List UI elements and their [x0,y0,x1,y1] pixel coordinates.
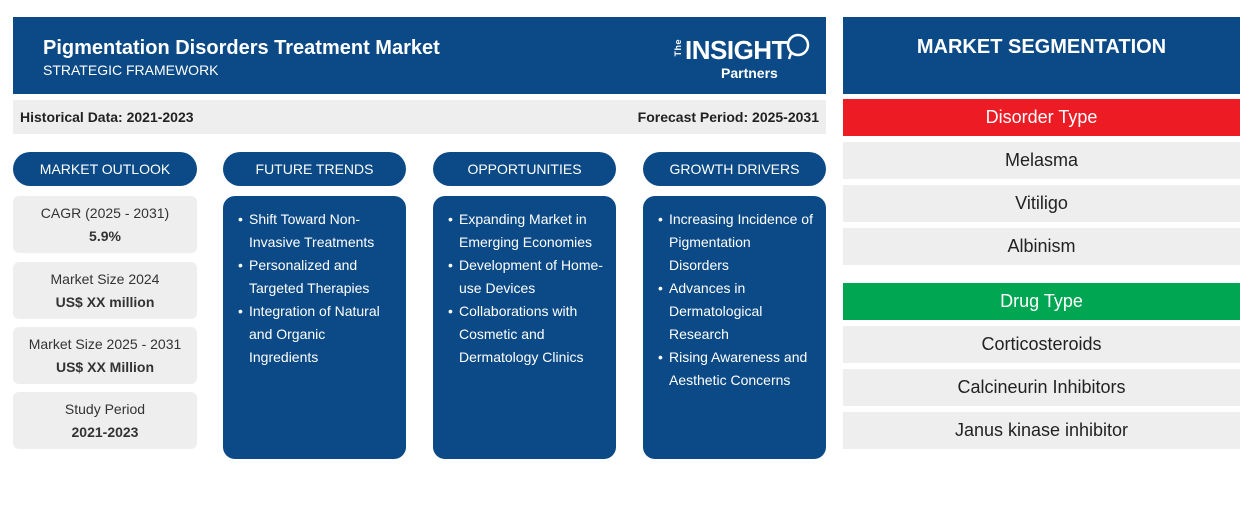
segment-item: Melasma [843,142,1240,179]
insight-partners-logo: The INSIGHT Partners [673,33,813,83]
stat-label: Market Size 2025 - 2031 [28,336,182,352]
stat-value: 5.9% [89,228,121,244]
stat-value: 2021-2023 [71,424,139,440]
future-trends-heading: FUTURE TRENDS [223,152,406,186]
segment-item: Albinism [843,228,1240,265]
market-size-forecast-box: Market Size 2025 - 2031 US$ XX Million [13,327,197,384]
stat-label: CAGR (2025 - 2031) [40,205,170,221]
list-item: Advances in Dermatological Research [658,277,814,346]
list-item: Development of Home-use Devices [448,254,604,300]
page-subtitle: STRATEGIC FRAMEWORK [43,62,219,78]
list-item: Rising Awareness and Aesthetic Concerns [658,346,814,392]
segment-item: Janus kinase inhibitor [843,412,1240,449]
list-item: Integration of Natural and Organic Ingre… [238,300,394,369]
segment-category-drug-type: Drug Type [843,283,1240,320]
stat-label: Market Size 2024 [50,271,160,287]
segment-item: Corticosteroids [843,326,1240,363]
cagr-box: CAGR (2025 - 2031) 5.9% [13,196,197,253]
study-period-box: Study Period 2021-2023 [13,392,197,449]
segment-category-disorder-type: Disorder Type [843,99,1240,136]
forecast-period: Forecast Period: 2025-2031 [637,109,819,125]
segmentation-title: MARKET SEGMENTATION [843,17,1240,94]
list-item: Shift Toward Non-Invasive Treatments [238,208,394,254]
list-item: Increasing Incidence of Pigmentation Dis… [658,208,814,277]
future-trends-card: Shift Toward Non-Invasive Treatments Per… [223,196,406,459]
page-title: Pigmentation Disorders Treatment Market [43,37,440,59]
opportunities-heading: OPPORTUNITIES [433,152,616,186]
stat-value: US$ XX Million [55,359,154,375]
logo-the: The [673,39,683,57]
stat-value: US$ XX million [55,294,155,310]
period-bar: Historical Data: 2021-2023 Forecast Peri… [13,100,826,134]
logo-partners: Partners [721,65,778,81]
segment-item: Calcineurin Inhibitors [843,369,1240,406]
growth-drivers-heading: GROWTH DRIVERS [643,152,826,186]
list-item: Collaborations with Cosmetic and Dermato… [448,300,604,369]
opportunities-card: Expanding Market in Emerging Economies D… [433,196,616,459]
stat-label: Study Period [64,401,146,417]
growth-drivers-card: Increasing Incidence of Pigmentation Dis… [643,196,826,459]
header-banner: Pigmentation Disorders Treatment Market … [13,17,826,94]
market-size-2024-box: Market Size 2024 US$ XX million [13,262,197,319]
market-outlook-heading: MARKET OUTLOOK [13,152,197,186]
logo-bulb-icon [786,33,810,60]
list-item: Expanding Market in Emerging Economies [448,208,604,254]
logo-insight: INSIGHT [685,35,787,65]
historical-data: Historical Data: 2021-2023 [20,109,194,125]
segment-item: Vitiligo [843,185,1240,222]
list-item: Personalized and Targeted Therapies [238,254,394,300]
